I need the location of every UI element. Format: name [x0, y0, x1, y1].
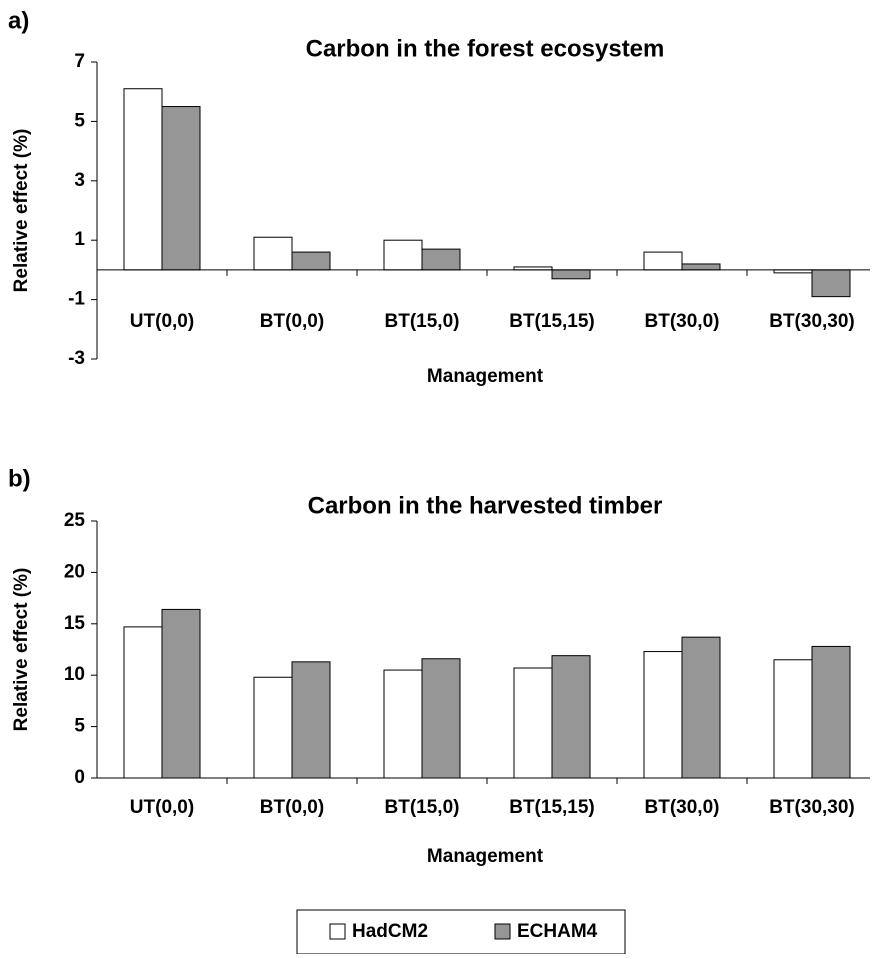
- bar: [551, 655, 591, 779]
- bar: [123, 626, 163, 779]
- y-axis-title: Relative effect (%): [11, 568, 32, 732]
- y-tick-label: 10: [64, 664, 85, 685]
- x-tick-label: UT(0,0): [130, 797, 194, 818]
- x-tick-label: BT(15,0): [385, 311, 460, 332]
- bar: [513, 667, 553, 779]
- bar: [643, 251, 683, 271]
- bar: [811, 645, 851, 779]
- bar: [551, 269, 591, 280]
- bar: [123, 88, 163, 271]
- chart-title: Carbon in the forest ecosystem: [306, 35, 665, 62]
- bar: [161, 106, 201, 271]
- legend-label: ECHAM4: [517, 921, 598, 942]
- panel-label: b): [8, 465, 31, 492]
- legend-box: [296, 909, 626, 955]
- y-tick-label: 7: [74, 51, 85, 72]
- bar: [383, 669, 423, 779]
- y-tick-label: 20: [64, 561, 85, 582]
- legend-swatch: [329, 923, 346, 940]
- x-tick-label: BT(15,15): [509, 311, 595, 332]
- x-axis-title: Management: [427, 366, 544, 387]
- y-tick-label: 15: [64, 613, 86, 634]
- x-tick-label: BT(15,0): [385, 797, 460, 818]
- y-tick-label: 5: [74, 110, 85, 131]
- bar: [811, 269, 851, 298]
- y-tick-label: -1: [68, 289, 85, 310]
- legend-label: HadCM2: [352, 921, 428, 942]
- y-tick-label: 25: [64, 510, 86, 531]
- x-tick-label: BT(30,0): [645, 311, 720, 332]
- x-tick-label: BT(15,15): [509, 797, 595, 818]
- x-axis-title: Management: [427, 846, 544, 867]
- x-tick-label: BT(30,0): [645, 797, 720, 818]
- bar: [161, 608, 201, 779]
- chart-title: Carbon in the harvested timber: [308, 492, 663, 519]
- x-tick-label: BT(0,0): [260, 797, 324, 818]
- bar: [291, 661, 331, 779]
- bar: [253, 676, 293, 779]
- y-tick-label: 5: [74, 716, 85, 737]
- y-tick-label: 0: [74, 767, 85, 788]
- bar: [773, 659, 813, 779]
- y-tick-label: 1: [74, 229, 85, 250]
- bar: [291, 251, 331, 271]
- x-tick-label: UT(0,0): [130, 311, 194, 332]
- panel-label: a): [8, 7, 29, 34]
- y-tick-label: -3: [68, 348, 85, 369]
- y-tick-label: 3: [74, 170, 85, 191]
- bar: [681, 263, 721, 271]
- bar: [421, 248, 461, 271]
- y-axis-title: Relative effect (%): [11, 129, 32, 293]
- bar: [643, 651, 683, 779]
- bar: [383, 239, 423, 271]
- x-tick-label: BT(30,30): [769, 311, 855, 332]
- x-tick-label: BT(0,0): [260, 311, 324, 332]
- legend-swatch: [494, 923, 511, 940]
- x-tick-label: BT(30,30): [769, 797, 855, 818]
- bar: [253, 236, 293, 271]
- bar: [421, 658, 461, 779]
- bar: [681, 636, 721, 779]
